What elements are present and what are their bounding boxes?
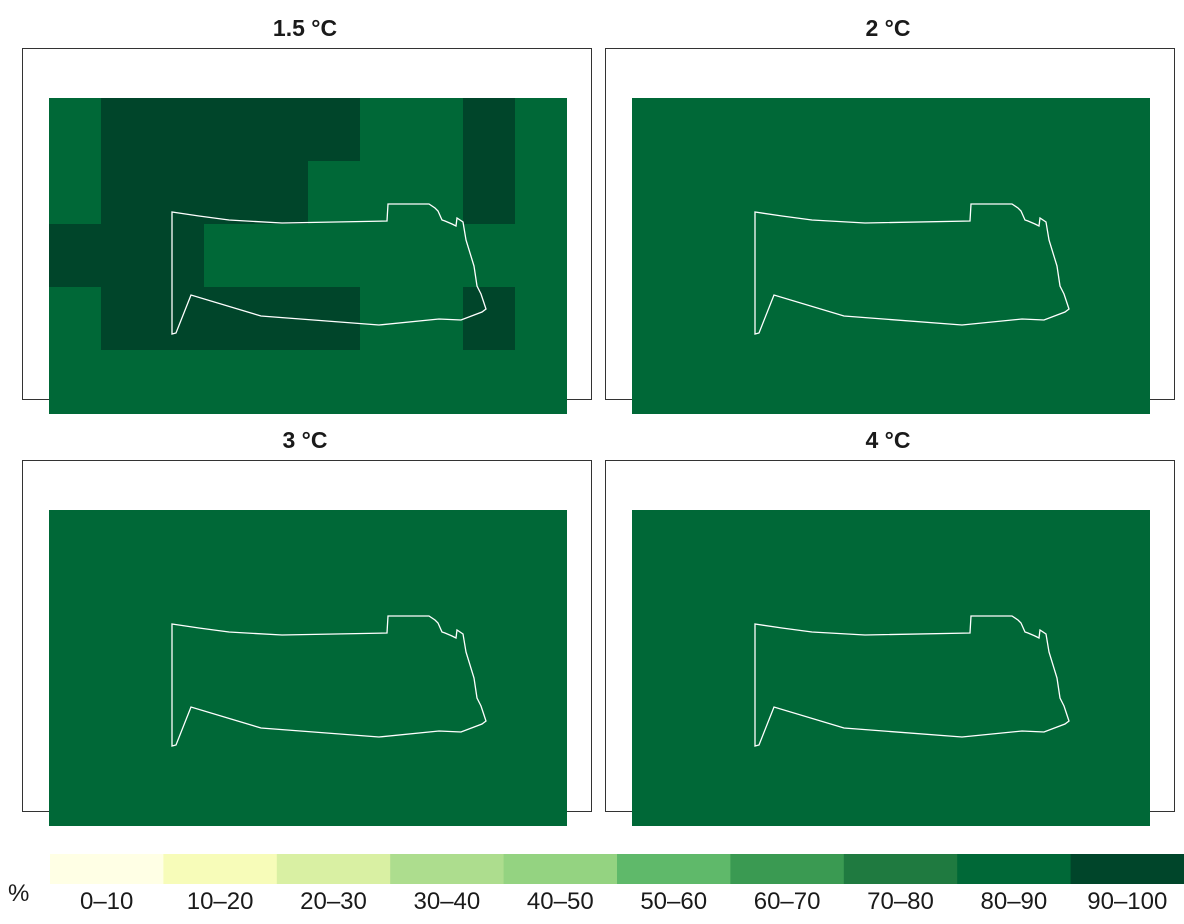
- map-4c: [632, 510, 1150, 826]
- cell-block-right-bottom: [463, 287, 515, 350]
- high-value-cells: [49, 98, 515, 350]
- cell-block-upper: [101, 161, 308, 224]
- legend-swatch: [163, 854, 278, 884]
- legend-colorbar: [50, 854, 1184, 884]
- map-3c: [49, 510, 567, 826]
- region-outline: [754, 615, 1070, 747]
- legend-label: 20–30: [300, 888, 367, 915]
- map-1-5c: [49, 98, 567, 414]
- cell-block-right-top: [463, 98, 515, 224]
- legend-swatch: [843, 854, 958, 884]
- legend-label: 40–50: [526, 888, 594, 915]
- map-panel-2c: [605, 48, 1175, 414]
- map-panel-3c: [22, 460, 592, 826]
- legend-label: 80–90: [980, 888, 1048, 915]
- legend-label: 50–60: [640, 888, 708, 915]
- legend-label: 30–40: [413, 888, 481, 915]
- base-layer: [632, 98, 1150, 414]
- legend-swatch: [50, 854, 164, 884]
- legend-swatch: [957, 854, 1072, 884]
- legend-label: 70–80: [867, 888, 934, 915]
- region-boundary: [754, 615, 1070, 747]
- panel-title-2c: 2 °C: [865, 15, 911, 41]
- legend-swatch: [730, 854, 845, 884]
- panel-title-1-5c: 1.5 °C: [272, 15, 338, 41]
- region-outline: [171, 203, 487, 335]
- legend-swatch: [1070, 854, 1184, 884]
- legend-label: 90–100: [1087, 888, 1168, 915]
- cell-block-top: [101, 98, 360, 161]
- region-boundary: [171, 203, 487, 335]
- legend-label: 10–20: [186, 888, 254, 915]
- region-outline: [754, 203, 1070, 335]
- legend-unit: %: [8, 880, 30, 907]
- legend-swatch: [503, 854, 618, 884]
- legend-label: 60–70: [753, 888, 821, 915]
- legend-swatch: [390, 854, 505, 884]
- panel-title-3c: 3 °C: [282, 427, 328, 453]
- cell-block-left: [49, 224, 204, 287]
- map-panel-4c: [605, 460, 1175, 826]
- legend-swatch: [276, 854, 391, 884]
- cell-block-lower: [101, 287, 360, 350]
- region-boundary: [754, 203, 1070, 335]
- base-layer: [49, 510, 567, 826]
- region-boundary: [171, 615, 487, 747]
- legend-swatch: [617, 854, 731, 884]
- base-layer: [632, 510, 1150, 826]
- region-outline: [171, 615, 487, 747]
- map-panel-1-5c: [22, 48, 592, 414]
- map-2c: [632, 98, 1150, 414]
- panel-title-4c: 4 °C: [865, 427, 911, 453]
- legend-label: 0–10: [79, 888, 134, 915]
